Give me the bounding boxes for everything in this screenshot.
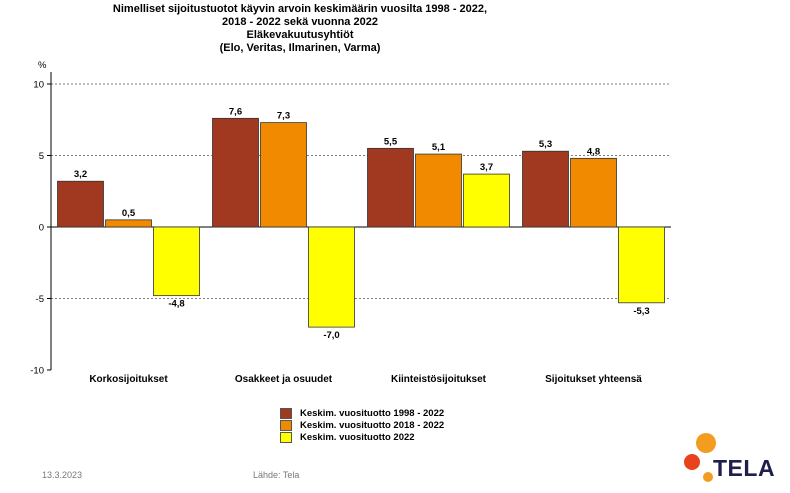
category-label: Kiinteistösijoitukset xyxy=(391,374,487,385)
bar xyxy=(367,147,414,228)
bar xyxy=(570,157,617,228)
bar xyxy=(463,173,510,228)
legend-label: Keskim. vuosituotto 2018 - 2022 xyxy=(300,419,445,431)
data-label: -5,3 xyxy=(633,306,649,317)
data-label: 0,5 xyxy=(122,208,136,219)
bar-chart: -10 -5 0 5 10% 3,2 0,5 -4,8 Korkosijoitukset 7,6 7… xyxy=(30,60,671,385)
legend-swatch-1998-2022 xyxy=(280,407,292,419)
data-label: 5,5 xyxy=(384,136,398,147)
data-label: -4,8 xyxy=(168,299,184,310)
bar xyxy=(260,122,307,228)
legend: Keskim. vuosituotto 1998 - 2022 Keskim. … xyxy=(280,407,444,443)
title-line-1: Nimelliset sijoitustuotot käyvin arvoin … xyxy=(112,3,488,15)
bar xyxy=(153,226,200,297)
legend-label: Keskim. vuosituotto 1998 - 2022 xyxy=(300,407,445,419)
chart-title: Nimelliset sijoitustuotot käyvin arvoin … xyxy=(0,3,600,55)
category-label: Korkosijoitukset xyxy=(89,374,168,385)
legend-item: Keskim. vuosituotto 2022 xyxy=(280,431,444,443)
bar xyxy=(415,153,462,228)
bar xyxy=(522,150,569,228)
y-tick-label: -5 xyxy=(36,294,44,305)
y-tick-label: 10 xyxy=(33,80,44,91)
footer-source: Lähde: Tela xyxy=(253,470,300,480)
data-label: 5,3 xyxy=(539,139,552,150)
y-tick-label: -10 xyxy=(30,366,44,377)
title-line-2: 2018 - 2022 sekä vuonna 2022 xyxy=(222,16,378,28)
title-line-4: (Elo, Veritas, Ilmarinen, Varma) xyxy=(219,42,381,54)
data-label: 7,6 xyxy=(229,106,242,117)
bar xyxy=(57,180,104,228)
category-label: Osakkeet ja osuudet xyxy=(235,374,333,385)
data-label: 3,2 xyxy=(74,169,87,180)
data-label: -7,0 xyxy=(323,330,339,341)
title-line-3: Eläkevakuutusyhtiöt xyxy=(246,29,354,41)
bar xyxy=(308,226,355,328)
data-label: 7,3 xyxy=(277,111,290,122)
footer-date: 13.3.2023 xyxy=(42,470,83,480)
legend-item: Keskim. vuosituotto 1998 - 2022 xyxy=(280,407,444,419)
bar xyxy=(105,219,152,228)
bar xyxy=(618,226,665,304)
data-label: 5,1 xyxy=(432,142,446,153)
y-tick-label: 5 xyxy=(39,151,44,162)
legend-swatch-2018-2022 xyxy=(280,419,292,431)
logo-text: TELA xyxy=(713,455,776,481)
data-label: 4,8 xyxy=(587,146,600,157)
data-label: 3,7 xyxy=(480,162,493,173)
category-label: Sijoitukset yhteensä xyxy=(545,374,642,385)
legend-label: Keskim. vuosituotto 2022 xyxy=(300,431,415,443)
legend-swatch-2022 xyxy=(280,431,292,443)
tela-logo-icon xyxy=(684,433,716,482)
bar xyxy=(212,117,259,228)
legend-item: Keskim. vuosituotto 2018 - 2022 xyxy=(280,419,444,431)
y-axis-label: % xyxy=(38,60,47,71)
y-tick-label: 0 xyxy=(39,223,44,234)
